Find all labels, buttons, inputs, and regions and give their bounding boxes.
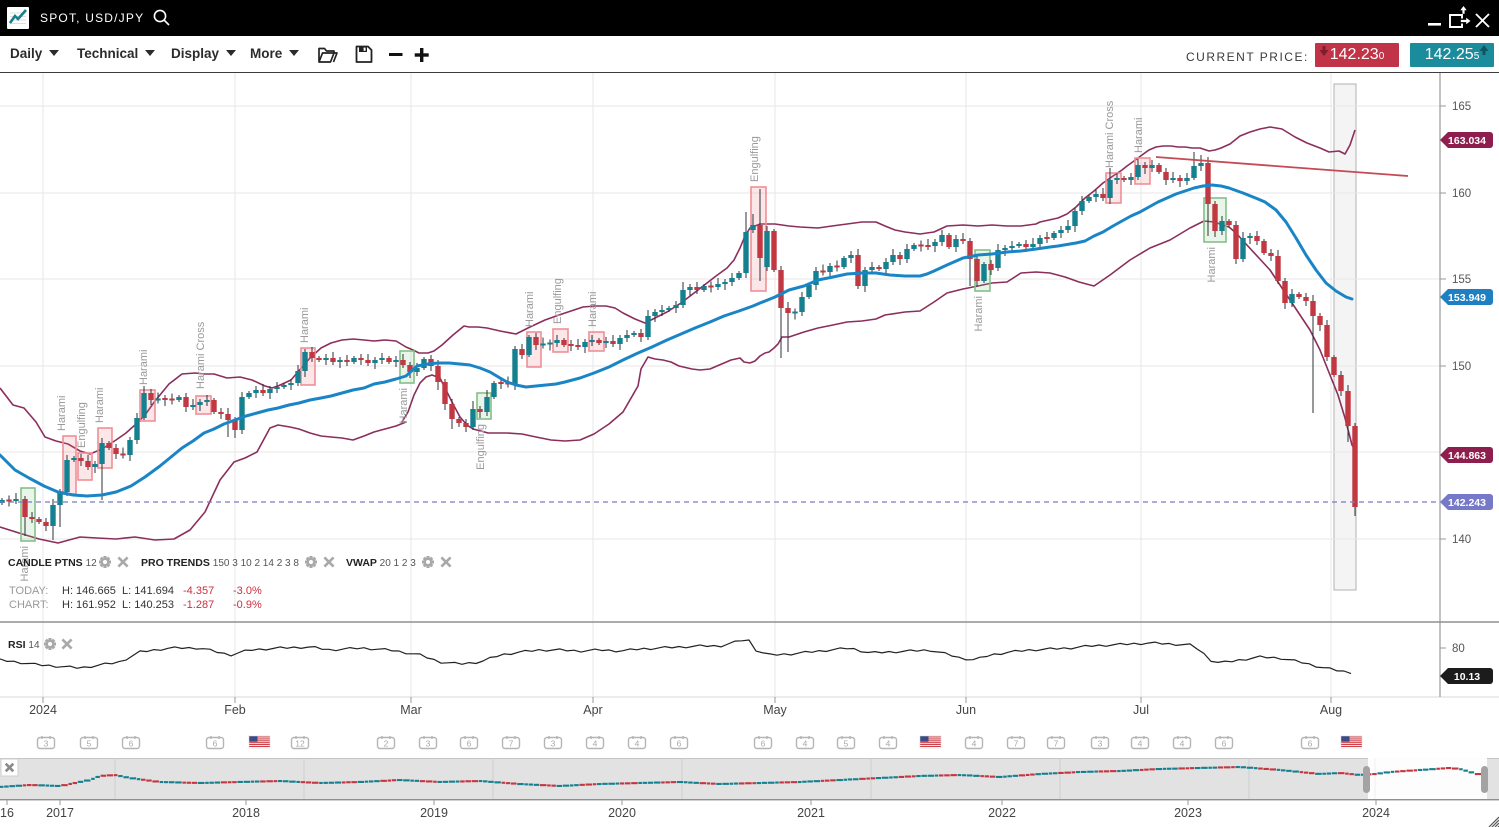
svg-text:Harami Cross: Harami Cross bbox=[1104, 100, 1116, 168]
svg-text:6: 6 bbox=[677, 739, 682, 749]
svg-text:6: 6 bbox=[1308, 739, 1313, 749]
svg-text:12: 12 bbox=[295, 739, 305, 749]
svg-text:5: 5 bbox=[87, 739, 92, 749]
svg-text:3: 3 bbox=[1098, 739, 1103, 749]
svg-text:Aug: Aug bbox=[1320, 703, 1342, 717]
svg-text:10.13: 10.13 bbox=[1454, 671, 1480, 683]
svg-text:Harami: Harami bbox=[138, 350, 150, 385]
svg-text:150: 150 bbox=[1452, 361, 1471, 373]
svg-text:80: 80 bbox=[1452, 643, 1465, 655]
svg-text:Harami: Harami bbox=[1206, 247, 1218, 282]
svg-text:Feb: Feb bbox=[224, 703, 246, 717]
svg-text:L: 141.694: L: 141.694 bbox=[122, 585, 174, 597]
svg-text:May: May bbox=[763, 703, 787, 717]
svg-text:-1.287: -1.287 bbox=[183, 599, 214, 611]
svg-text:Harami: Harami bbox=[56, 396, 68, 431]
svg-text:Engulfing: Engulfing bbox=[76, 402, 88, 448]
svg-text:4: 4 bbox=[803, 739, 808, 749]
svg-text:Apr: Apr bbox=[583, 703, 602, 717]
svg-text:2022: 2022 bbox=[988, 806, 1016, 820]
svg-text:Harami: Harami bbox=[524, 292, 536, 327]
svg-text:Jun: Jun bbox=[956, 703, 976, 717]
svg-text:Harami: Harami bbox=[398, 388, 410, 423]
svg-text:160: 160 bbox=[1452, 188, 1471, 200]
svg-text:-4.357: -4.357 bbox=[183, 585, 214, 597]
svg-text:RSI 14: RSI 14 bbox=[8, 639, 40, 651]
svg-text:6: 6 bbox=[467, 739, 472, 749]
svg-text:3: 3 bbox=[551, 739, 556, 749]
svg-text:CANDLE PTNS 12: CANDLE PTNS 12 bbox=[8, 557, 97, 569]
svg-text:6: 6 bbox=[1222, 739, 1227, 749]
svg-text:Engulfing: Engulfing bbox=[552, 278, 564, 324]
svg-text:140: 140 bbox=[1452, 534, 1471, 546]
svg-text:165: 165 bbox=[1452, 101, 1471, 113]
svg-text:Harami: Harami bbox=[94, 388, 106, 423]
svg-text:2019: 2019 bbox=[420, 806, 448, 820]
svg-text:6: 6 bbox=[761, 739, 766, 749]
svg-text:-0.9%: -0.9% bbox=[233, 599, 262, 611]
svg-text:155: 155 bbox=[1452, 274, 1471, 286]
svg-text:4: 4 bbox=[972, 739, 977, 749]
svg-text:3: 3 bbox=[44, 739, 49, 749]
svg-text:4: 4 bbox=[635, 739, 640, 749]
svg-text:2020: 2020 bbox=[608, 806, 636, 820]
svg-text:4: 4 bbox=[1138, 739, 1143, 749]
svg-text:4: 4 bbox=[593, 739, 598, 749]
svg-text:3: 3 bbox=[426, 739, 431, 749]
svg-text:H: 146.665: H: 146.665 bbox=[62, 585, 116, 597]
svg-text:2021: 2021 bbox=[797, 806, 825, 820]
svg-text:7: 7 bbox=[509, 739, 514, 749]
svg-text:Engulfing: Engulfing bbox=[475, 424, 487, 470]
svg-text:2: 2 bbox=[384, 739, 389, 749]
svg-text:2023: 2023 bbox=[1174, 806, 1202, 820]
svg-text:4: 4 bbox=[886, 739, 891, 749]
svg-text:5: 5 bbox=[844, 739, 849, 749]
svg-text:153.949: 153.949 bbox=[1448, 292, 1486, 304]
svg-text:2024: 2024 bbox=[1362, 806, 1390, 820]
svg-text:VWAP 20 1 2 3: VWAP 20 1 2 3 bbox=[346, 557, 416, 569]
svg-text:Harami: Harami bbox=[19, 546, 31, 581]
svg-text:2024: 2024 bbox=[29, 703, 57, 717]
svg-text:-3.0%: -3.0% bbox=[233, 585, 262, 597]
svg-text:TODAY:: TODAY: bbox=[9, 585, 48, 597]
svg-text:PRO TRENDS 150 3 10 2 14 2 3 8: PRO TRENDS 150 3 10 2 14 2 3 8 bbox=[141, 557, 299, 569]
svg-text:6: 6 bbox=[129, 739, 134, 749]
svg-text:CHART:: CHART: bbox=[9, 599, 49, 611]
svg-text:Harami: Harami bbox=[1133, 118, 1145, 153]
svg-text:Harami: Harami bbox=[299, 308, 311, 343]
svg-text:4: 4 bbox=[1180, 739, 1185, 749]
svg-text:Jul: Jul bbox=[1133, 703, 1149, 717]
svg-text:2018: 2018 bbox=[232, 806, 260, 820]
svg-text:Harami Cross: Harami Cross bbox=[195, 321, 207, 389]
svg-text:144.863: 144.863 bbox=[1448, 450, 1486, 462]
svg-text:142.243: 142.243 bbox=[1448, 497, 1486, 509]
svg-text:Harami: Harami bbox=[587, 292, 599, 327]
svg-text:6: 6 bbox=[213, 739, 218, 749]
svg-text:163.034: 163.034 bbox=[1448, 135, 1486, 147]
svg-text:7: 7 bbox=[1014, 739, 1019, 749]
svg-text:Mar: Mar bbox=[400, 703, 422, 717]
svg-text:16: 16 bbox=[0, 806, 14, 820]
svg-text:Engulfing: Engulfing bbox=[749, 136, 761, 182]
svg-text:Harami: Harami bbox=[973, 296, 985, 331]
svg-text:2017: 2017 bbox=[46, 806, 74, 820]
svg-text:L: 140.253: L: 140.253 bbox=[122, 599, 174, 611]
svg-text:7: 7 bbox=[1054, 739, 1059, 749]
svg-text:H: 161.952: H: 161.952 bbox=[62, 599, 116, 611]
